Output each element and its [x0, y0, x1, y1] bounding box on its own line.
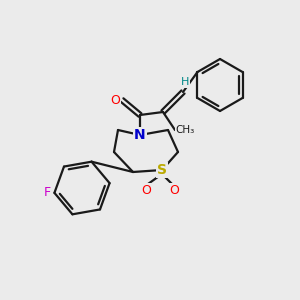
Text: CH₃: CH₃: [176, 125, 195, 135]
Text: O: O: [169, 184, 179, 196]
Text: N: N: [134, 128, 146, 142]
Text: H: H: [181, 77, 189, 87]
Text: S: S: [157, 163, 167, 177]
Text: O: O: [110, 94, 120, 106]
Text: O: O: [141, 184, 151, 196]
Text: F: F: [44, 186, 51, 200]
